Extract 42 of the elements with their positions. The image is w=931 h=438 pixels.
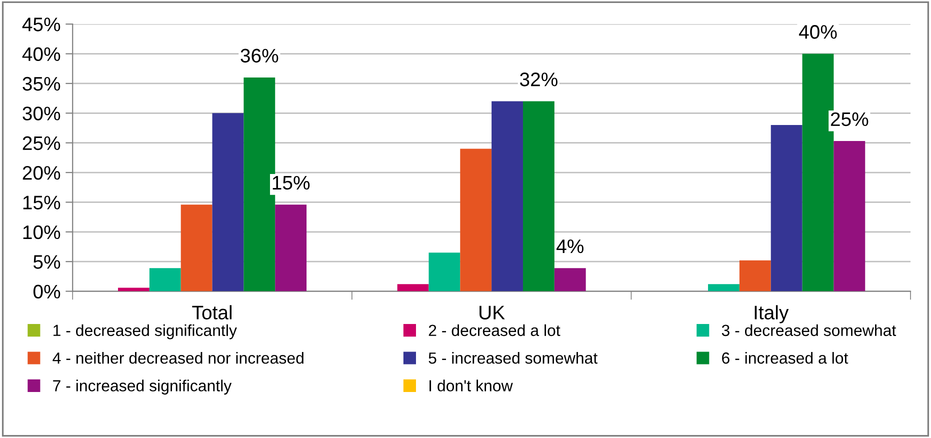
y-tick-label: 15% (23, 196, 60, 210)
bar (180, 204, 212, 292)
legend-label: I don't know (430, 380, 513, 392)
y-tick-label: 30% (22, 106, 60, 120)
bar (212, 113, 244, 292)
y-tick-label: 20% (22, 166, 60, 180)
x-tick-label: Total (192, 305, 232, 320)
legend-label: 4 - neither decreased nor increased (52, 352, 304, 364)
x-tick-label: Italy (754, 305, 789, 324)
bar (428, 252, 460, 292)
data-label: 25% (830, 112, 868, 126)
bar (554, 268, 586, 292)
legend-label: 7 - increased significantly (53, 380, 232, 395)
data-label: 4% (556, 239, 584, 254)
y-tick-label: 0% (33, 284, 60, 299)
y-tick-label: 25% (22, 136, 60, 150)
bar (834, 141, 866, 292)
data-label: 32% (520, 72, 558, 86)
y-tick-label: 40% (22, 47, 60, 62)
y-tick-label: 35% (22, 76, 60, 91)
data-label: 15% (272, 176, 310, 190)
bar (739, 260, 771, 292)
bar (492, 101, 523, 292)
x-tick-label: UK (480, 306, 505, 320)
legend-label: 3 - decreased somewhat (722, 324, 896, 336)
data-label: 36% (240, 48, 278, 63)
legend-label: 5 - increased somewhat (428, 352, 598, 364)
bar (149, 268, 181, 292)
bar (770, 125, 802, 292)
bar (460, 148, 492, 292)
bar (275, 204, 307, 292)
bar (118, 288, 150, 292)
legend-label: 6 - increased a lot (722, 352, 848, 364)
bar (522, 101, 554, 292)
y-tick-label: 10% (23, 225, 60, 240)
y-tick-label: 45% (22, 18, 60, 32)
legend-label: 2 - decreased a lot (428, 324, 560, 336)
bar (708, 284, 740, 292)
y-tick-label: 5% (33, 255, 60, 269)
bar (397, 284, 429, 292)
legend-label: 1 - decreased significantly (54, 324, 237, 340)
data-label: 40% (798, 25, 837, 39)
